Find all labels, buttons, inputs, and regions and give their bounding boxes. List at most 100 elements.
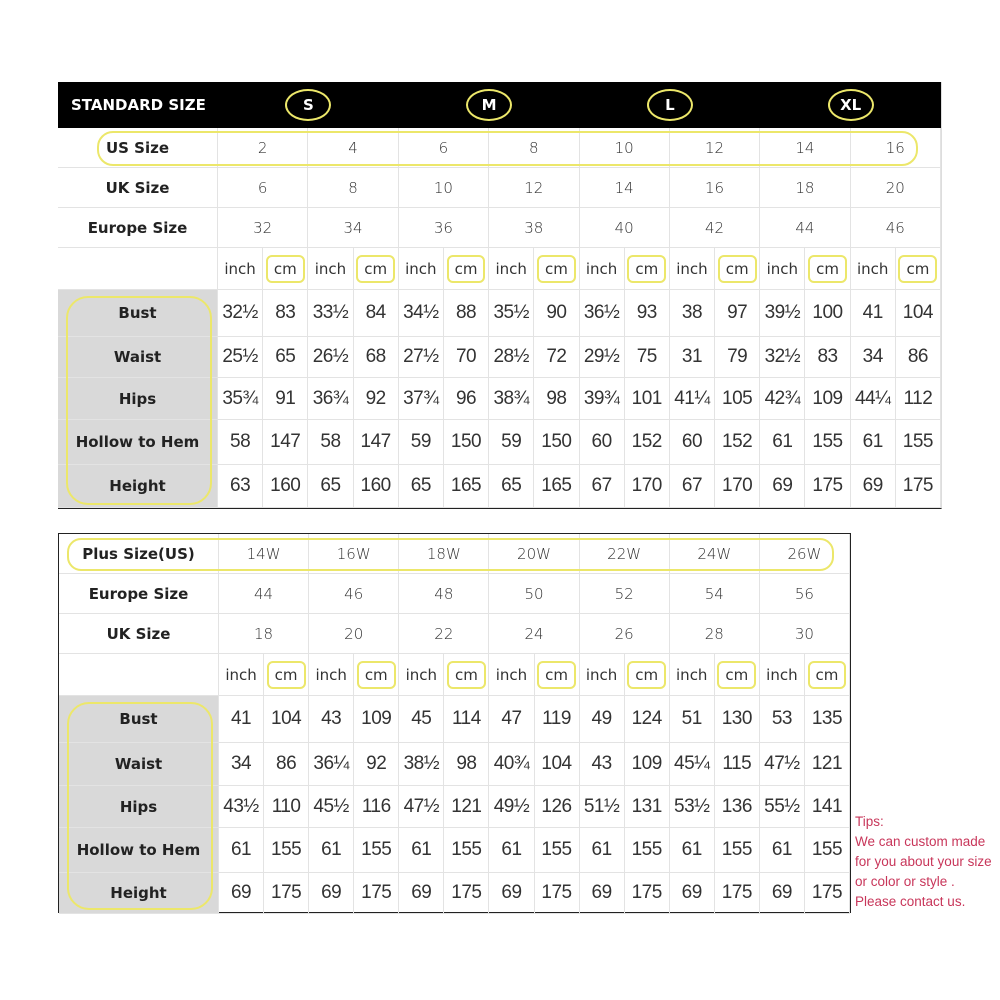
size-value: 38 [489,208,580,248]
measurement-value: 152 [715,420,761,465]
size-value: 18W [399,534,490,574]
measurement-value: 115 [714,743,760,786]
row-label: UK Size [59,614,219,654]
measurement-value: 150 [534,420,580,465]
size-value: 8 [308,168,399,208]
cm-highlight: cm [266,660,306,689]
measurement-value: 88 [443,290,490,337]
size-value: 46 [850,208,941,248]
size-value: 18 [219,614,310,654]
unit-row-spacer [58,248,218,290]
size-value: 14W [219,534,310,574]
measurement-value: 60 [579,420,625,465]
unit-cm: cm [444,654,490,696]
size-value: 10 [579,128,670,168]
size-value: 24 [489,614,580,654]
size-value: 18 [760,168,851,208]
measurement-value: 98 [444,743,490,786]
measurement-value: 31 [669,337,716,378]
measurement-value: 141 [804,786,850,828]
unit-cm: cm [354,654,400,696]
measurement-value: 65 [263,337,309,378]
measurement-value: 112 [895,378,941,420]
measurement-value: 155 [444,828,490,873]
cm-highlight: cm [446,254,486,283]
measurement-value: 65 [489,465,535,508]
size-value: 6 [218,168,309,208]
measurement-value: 109 [624,743,670,786]
measurement-value: 155 [624,828,670,873]
measurement-value: 26½ [308,337,354,378]
measurement-label: Bust [58,290,218,337]
size-value: 4 [308,128,399,168]
measurement-value: 121 [804,743,850,786]
unit-inch: inch [850,248,896,290]
measurement-value: 29½ [579,337,625,378]
size-value: 24W [669,534,760,574]
row-label: US Size [58,128,218,168]
measurement-value: 43 [309,696,355,743]
row-label: Europe Size [58,208,218,248]
measurement-value: 175 [534,873,580,914]
measurement-label: Waist [58,337,218,378]
measurement-value: 147 [353,420,399,465]
measurement-value: 43 [579,743,625,786]
tips-line: Please contact us. [855,894,966,909]
measurement-value: 38 [669,290,716,337]
cm-highlight: cm [536,254,576,283]
size-value: 34 [308,208,399,248]
measurement-label: Waist [59,743,219,786]
measurement-value: 160 [353,465,399,508]
measurement-value: 41 [219,696,265,743]
measurement-value: 155 [264,828,310,873]
cm-highlight: cm [807,660,847,689]
measurement-value: 34½ [398,290,444,337]
unit-inch: inch [398,248,444,290]
measurement-value: 130 [714,696,760,743]
size-letter-badge: S [285,89,332,121]
measurement-value: 38¾ [489,378,535,420]
measurement-value: 53½ [669,786,715,828]
unit-inch: inch [579,654,625,696]
measurement-value: 34 [219,743,265,786]
unit-inch: inch [669,248,716,290]
size-letter-badge: XL [827,89,874,121]
size-value: 14 [760,128,851,168]
measurement-value: 42¾ [760,378,806,420]
cm-highlight: cm [537,660,576,689]
plus-size-table: Plus Size(US) 14W 16W 18W 20W 22W 24W 26W Europe… [58,533,851,914]
measurement-value: 175 [354,873,400,914]
measurement-value: 75 [624,337,670,378]
measurement-value: 101 [624,378,670,420]
measurement-value: 69 [399,873,445,914]
size-value: 44 [219,574,310,614]
unit-cm: cm [534,654,580,696]
cm-highlight: cm [898,254,938,283]
size-value: 32 [218,208,309,248]
measurement-value: 49½ [489,786,535,828]
measurement-label: Hollow to Hem [58,420,218,465]
size-value: 16W [309,534,400,574]
measurement-value: 55½ [759,786,805,828]
standard-size-table: STANDARD SIZE US Size 2 4 6 8 10 12 14 16 UK Size 6… [58,82,942,509]
measurement-value: 32½ [218,290,264,337]
measurement-value: 165 [443,465,490,508]
measurement-value: 155 [804,828,850,873]
measurement-value: 155 [354,828,400,873]
measurement-value: 43½ [219,786,265,828]
measurement-value: 61 [669,828,715,873]
measurement-value: 135 [804,696,850,743]
measurement-value: 59 [398,420,444,465]
size-value: 44 [760,208,851,248]
measurement-value: 152 [624,420,670,465]
tips-line: or color or style . [855,874,955,889]
measurement-label: Height [59,873,219,914]
size-value: 20 [850,168,941,208]
measurement-value: 63 [218,465,264,508]
size-value: 16 [850,128,941,168]
cm-highlight: cm [808,254,847,283]
measurement-value: 79 [715,337,761,378]
table-title: STANDARD SIZE [58,82,218,128]
measurement-value: 83 [805,337,851,378]
measurement-value: 92 [353,378,399,420]
